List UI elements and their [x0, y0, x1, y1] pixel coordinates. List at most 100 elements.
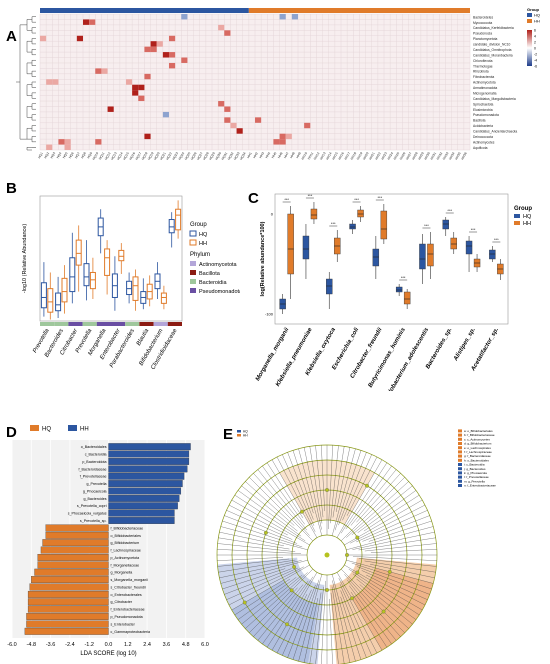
heatmap-colorbar-tick: -4	[534, 59, 537, 63]
heatmap-column-label: HQ28	[202, 151, 210, 160]
cladogram-branch	[356, 566, 430, 595]
cladogram-branch	[309, 592, 322, 664]
dendrogram-branch	[31, 92, 36, 99]
box	[465, 240, 473, 255]
lda-bar	[31, 576, 109, 584]
y-axis-label: -log10 (Relative Abundance)	[22, 224, 28, 294]
box	[132, 276, 139, 301]
key-swatch	[458, 479, 462, 483]
heatmap-row-label: Bacteroidetes	[473, 15, 494, 19]
cladogram-branch	[303, 447, 322, 530]
plot-frame	[39, 195, 183, 322]
heatmap-cell	[150, 46, 157, 53]
cladogram-node	[355, 535, 360, 540]
heatmap-cell	[255, 117, 262, 123]
heatmap-colorbar-tick: 6	[534, 29, 536, 33]
cladogram-branch	[334, 450, 362, 531]
box	[40, 282, 47, 309]
heatmap-cell	[236, 128, 243, 134]
key-label: h: o_Bacteroidales	[464, 458, 489, 462]
cladogram-branch	[298, 448, 322, 536]
legend-label-hq: HQ	[243, 430, 248, 434]
clade-shade-hh	[352, 567, 434, 651]
cladogram-branch	[287, 452, 314, 520]
heatmap-column-label: HQ14	[116, 151, 124, 160]
key-label: m: g_Prevotella	[464, 479, 485, 483]
heatmap-colorbar	[527, 30, 532, 66]
box	[89, 271, 96, 290]
heatmap-column-label: HH26	[399, 151, 407, 160]
heatmap-column-label: HQ1	[37, 151, 44, 159]
box	[69, 257, 76, 293]
legend-label: Bacteroidia	[199, 280, 227, 286]
cladogram-branch	[370, 549, 437, 553]
key-swatch	[458, 471, 462, 475]
heatmap-row-label: Microgenomatia	[473, 91, 497, 95]
x-tick-label: 6.0	[201, 642, 209, 648]
dendrogram-branch	[31, 114, 36, 121]
cladogram-branch	[346, 526, 434, 550]
cladogram-branch	[271, 459, 318, 538]
cladogram-branch	[366, 574, 426, 606]
cladogram-branch	[336, 572, 383, 651]
heatmap-cell	[279, 139, 286, 145]
lda-bar	[108, 509, 175, 517]
phylum-bar	[139, 322, 154, 326]
cladogram-branch	[336, 447, 351, 512]
key-label: g: f_Bacteroidaceae	[464, 454, 491, 458]
heatmap-legend-hq-swatch	[527, 13, 532, 17]
heatmap-row-label: Planctomycetota	[473, 37, 498, 41]
heatmap-column-label: HQ8	[80, 151, 87, 159]
cladogram-branch	[347, 579, 397, 641]
lda-bar-label: o_Enterobacterales	[111, 593, 142, 597]
legend-swatch	[514, 221, 520, 225]
heatmap-column-label: HH36	[460, 151, 468, 160]
heatmap-cell	[95, 68, 102, 74]
heatmap-cell	[76, 35, 83, 42]
heatmap-column-label: HH4	[265, 151, 272, 159]
heatmap-row-label: Deinococcota	[473, 135, 493, 139]
heatmap-column-label: HH3	[258, 151, 265, 159]
heatmap-cell	[285, 133, 292, 140]
legend-swatch	[190, 288, 196, 293]
x-tick-label: -3.6	[46, 642, 55, 648]
heatmap-row-label: Fibrobacterota	[473, 75, 494, 79]
heatmap-column-label: HH34	[448, 151, 456, 160]
key-label: n: f_Enterobacteriaceae	[464, 484, 496, 488]
heatmap-column-label: HH5	[271, 151, 278, 159]
box	[287, 213, 294, 275]
key-label: i: c_Bacteroidia	[464, 463, 485, 467]
clade-shade-hq	[231, 580, 319, 664]
lda-bar	[34, 568, 109, 576]
box	[372, 248, 380, 267]
cladogram-branch	[361, 570, 428, 600]
category-label: Alistipes_sp.	[453, 327, 477, 363]
legend-label-hq: HQ	[42, 427, 51, 433]
heatmap-cell	[273, 139, 280, 145]
cladogram-branch	[315, 586, 324, 664]
x-tick-label: 3.6	[163, 642, 171, 648]
phylum-bar	[68, 322, 83, 326]
key-swatch	[458, 458, 462, 462]
cladogram-branch	[363, 494, 420, 532]
box	[395, 286, 403, 293]
lda-bar-label: o_Bifidobacteriales	[111, 534, 142, 538]
heatmap-column-label: HH16	[337, 151, 345, 160]
heatmap-column-label: HH19	[356, 151, 364, 160]
lda-bar-label: f_Morganellaceae	[110, 563, 139, 567]
heatmap-column-label: HQ16	[128, 151, 136, 160]
cladogram-branch	[340, 596, 362, 660]
heatmap-cell	[150, 41, 157, 47]
cladogram-branch	[241, 575, 303, 625]
dendrogram-branch	[31, 27, 36, 34]
cladogram-branch	[231, 499, 310, 546]
dendrogram-branch	[26, 106, 32, 118]
cladogram-branch	[282, 589, 312, 656]
heatmap-column-label: HQ2	[43, 151, 50, 159]
cladogram-branch	[344, 574, 401, 637]
y-tick-label: -100	[265, 312, 274, 317]
cladogram-branch	[298, 574, 322, 662]
cladogram-branch	[303, 598, 318, 663]
significance-label: ***	[378, 195, 383, 200]
key-label: a: o_Bifidobacteriales	[464, 429, 493, 433]
